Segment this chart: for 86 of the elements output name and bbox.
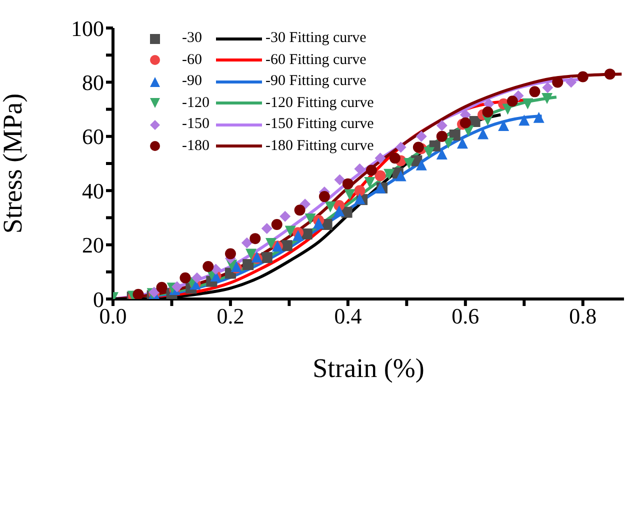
point xyxy=(271,218,282,230)
point xyxy=(395,142,406,153)
point xyxy=(566,76,577,88)
y-tick-label: 80 xyxy=(82,70,104,96)
point xyxy=(324,201,336,212)
point xyxy=(242,259,254,270)
y-axis-title: Stress (MPa) xyxy=(0,93,28,234)
legend-label: -60 Fitting curve xyxy=(266,50,366,70)
point xyxy=(436,120,448,132)
point xyxy=(412,142,424,153)
y-tick-label: 40 xyxy=(82,178,104,204)
legend-label: -150 Fitting curve xyxy=(266,115,374,134)
point xyxy=(498,120,510,132)
point xyxy=(266,238,276,249)
legend-label: -180 Fitting curve xyxy=(266,136,374,156)
point xyxy=(132,288,144,299)
y-tick-label: 20 xyxy=(82,232,104,258)
legend-label: -120 xyxy=(182,94,210,112)
point xyxy=(542,82,554,94)
point xyxy=(304,214,316,225)
point xyxy=(344,189,356,200)
y-tick-label: 60 xyxy=(82,124,104,150)
point xyxy=(250,233,261,244)
point xyxy=(436,148,448,160)
point xyxy=(294,204,306,216)
legend-label: -150 xyxy=(182,115,210,134)
point xyxy=(246,248,257,260)
x-axis-title: Strain (%) xyxy=(312,353,424,383)
legend-label: -180 xyxy=(182,136,210,156)
point xyxy=(384,168,395,180)
point xyxy=(529,86,540,98)
point xyxy=(533,112,544,123)
point xyxy=(424,147,434,158)
point xyxy=(389,152,400,164)
point xyxy=(395,170,406,182)
point xyxy=(522,98,534,110)
x-tick-label: 0.2 xyxy=(216,304,244,329)
point xyxy=(449,130,460,141)
point xyxy=(354,193,366,204)
point xyxy=(416,130,427,142)
point xyxy=(366,164,377,176)
point xyxy=(482,106,494,118)
legend-label: -90 Fitting curve xyxy=(266,72,366,91)
x-tick-label: 0.4 xyxy=(334,304,362,329)
point xyxy=(374,170,386,182)
point xyxy=(224,248,236,260)
point xyxy=(416,159,427,170)
y-tick-label: 100 xyxy=(71,16,104,41)
legend-label: -30 Fitting curve xyxy=(266,29,366,48)
legend-label: -120 Fitting curve xyxy=(266,94,374,112)
point xyxy=(577,71,588,82)
point xyxy=(552,76,564,88)
legend-label: -90 xyxy=(182,72,202,91)
point xyxy=(478,128,489,140)
point xyxy=(460,117,471,128)
point xyxy=(202,260,214,272)
point xyxy=(456,138,468,149)
legend-label: -60 xyxy=(182,50,202,70)
point xyxy=(292,230,304,241)
point xyxy=(404,158,415,169)
point xyxy=(241,237,252,248)
point xyxy=(280,210,291,222)
point xyxy=(156,282,168,293)
point xyxy=(334,205,345,216)
point xyxy=(518,114,530,126)
point xyxy=(180,272,191,284)
point xyxy=(261,252,272,264)
point xyxy=(374,152,386,164)
point xyxy=(281,240,292,252)
point xyxy=(542,92,553,104)
point xyxy=(506,96,518,107)
x-tick-label: 0.8 xyxy=(569,304,597,329)
point xyxy=(313,218,324,229)
point xyxy=(354,163,366,174)
point xyxy=(191,272,202,284)
legend-label: -30 xyxy=(182,29,202,48)
point xyxy=(364,176,376,188)
x-tick-label: 0.6 xyxy=(452,304,480,329)
point xyxy=(284,226,296,237)
point xyxy=(604,68,616,80)
point xyxy=(318,191,330,202)
point xyxy=(354,185,366,196)
point xyxy=(172,281,183,292)
point xyxy=(261,223,272,234)
point xyxy=(334,174,346,186)
point xyxy=(342,178,354,190)
